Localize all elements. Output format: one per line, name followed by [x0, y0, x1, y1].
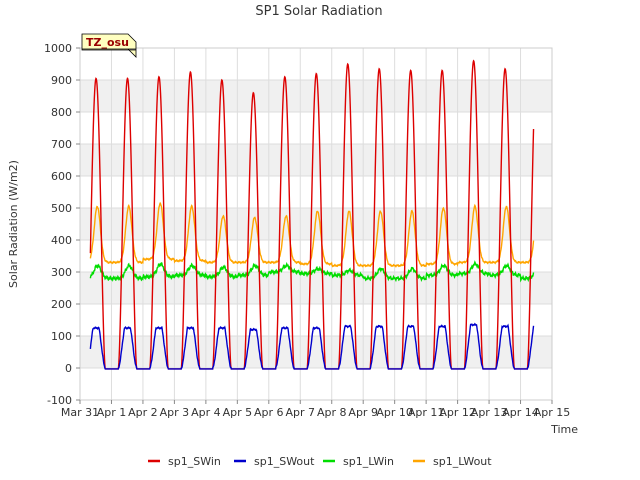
x-tick-label: Apr 7 [286, 406, 316, 419]
tz-annotation: TZ_osu [81, 33, 137, 58]
legend-label: sp1_SWin [168, 455, 221, 468]
series-line-sp1_LWin [89, 260, 535, 283]
chart-title: SP1 Solar Radiation [255, 4, 382, 19]
plot-frame [79, 47, 553, 401]
legend-label: sp1_LWout [433, 455, 492, 468]
grid-band [80, 144, 552, 176]
y-tick-label: 600 [51, 170, 72, 183]
x-tick-label: Apr 15 [534, 406, 571, 419]
x-tick-label: Apr 8 [317, 406, 347, 419]
y-tick-label: 800 [51, 106, 72, 119]
y-tick-label: 100 [51, 330, 72, 343]
y-tick-label: 0 [65, 362, 72, 375]
grid-band [80, 272, 552, 304]
x-tick-label: Apr 13 [471, 406, 508, 419]
grid-band [80, 336, 552, 368]
x-axis-label: Time [550, 423, 578, 436]
series-line-sp1_SWout [89, 322, 535, 370]
x-tick-label: Mar 31 [61, 406, 99, 419]
grid-band [80, 80, 552, 112]
series-layer [89, 59, 535, 370]
y-tick-label: 300 [51, 266, 72, 279]
x-tick-label: Apr 4 [191, 406, 221, 419]
x-tick-label: Apr 6 [254, 406, 284, 419]
x-tick-label: Apr 14 [502, 406, 539, 419]
y-axis-ticks: -100 0 100 200 300 400 500 600 700 800 900 1000 [44, 42, 80, 407]
x-tick-label: Apr 10 [376, 406, 413, 419]
x-tick-label: Apr 11 [408, 406, 445, 419]
y-tick-label: 900 [51, 74, 72, 87]
y-tick-label: 200 [51, 298, 72, 311]
y-tick-label: 700 [51, 138, 72, 151]
x-tick-label: Apr 5 [223, 406, 253, 419]
y-tick-label: 400 [51, 234, 72, 247]
tz-annotation-label: TZ_osu [86, 36, 129, 49]
x-tick-label: Apr 1 [97, 406, 127, 419]
legend-label: sp1_SWout [254, 455, 315, 468]
y-tick-label: 1000 [44, 42, 72, 55]
x-tick-label: Apr 12 [439, 406, 476, 419]
y-axis-label: Solar Radiation (W/m2) [7, 160, 20, 288]
y-tick-label: -100 [47, 394, 72, 407]
x-tick-label: Apr 3 [160, 406, 190, 419]
legend: sp1_SWin sp1_SWout sp1_LWin sp1_LWout [148, 455, 492, 468]
x-tick-label: Apr 2 [128, 406, 158, 419]
x-tick-label: Apr 9 [348, 406, 378, 419]
y-tick-label: 500 [51, 202, 72, 215]
legend-label: sp1_LWin [343, 455, 394, 468]
